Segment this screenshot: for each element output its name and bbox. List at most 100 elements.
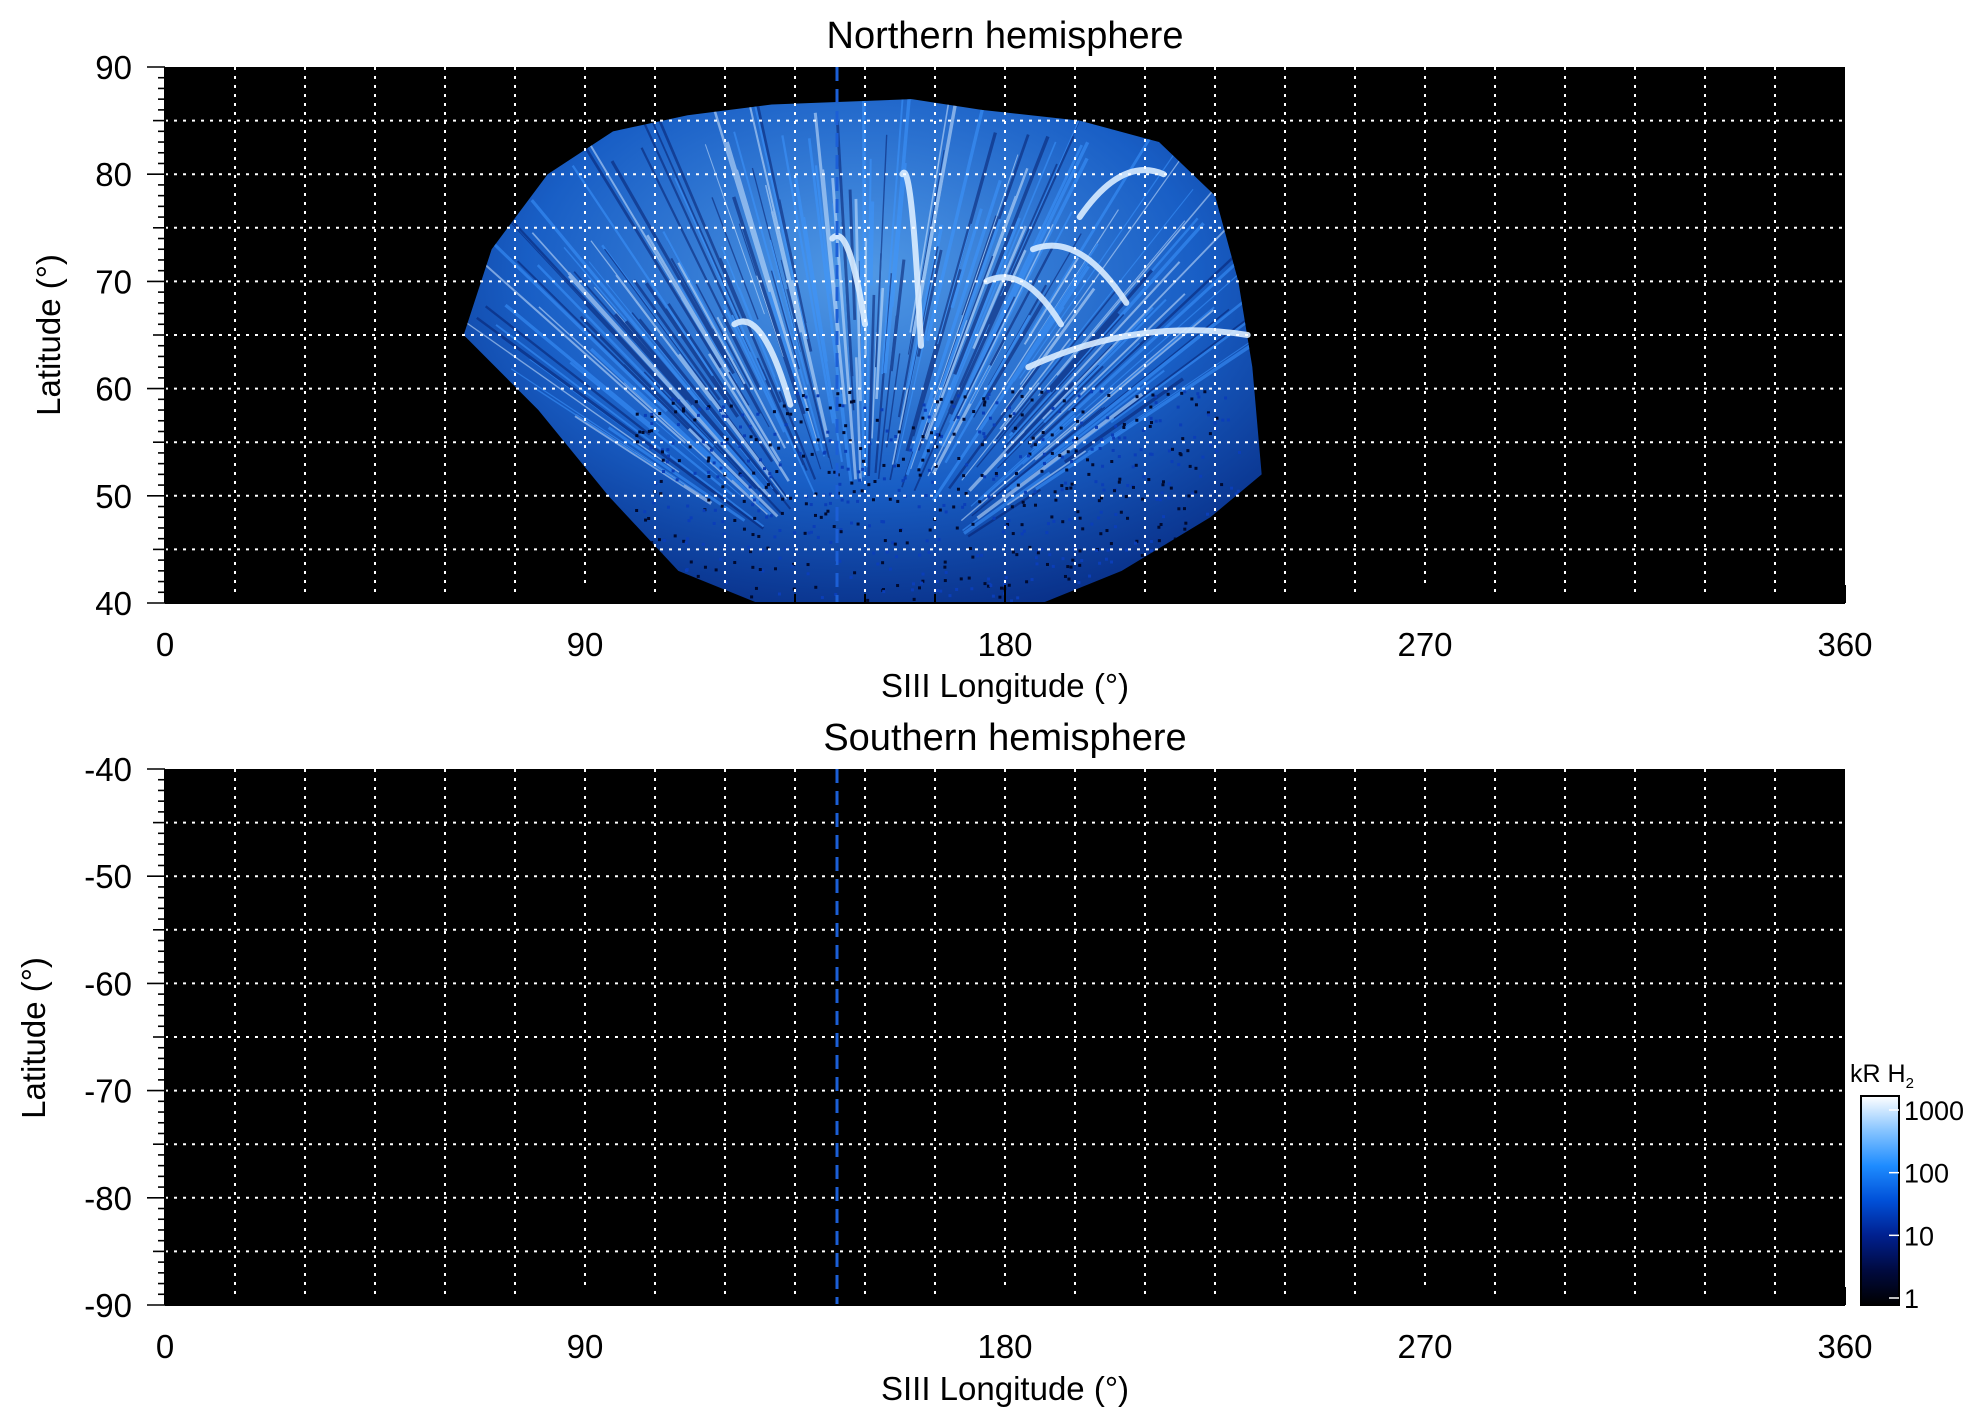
emission-speckle-dot: [1157, 539, 1161, 543]
emission-speckle-dot: [1166, 392, 1170, 396]
emission-streak: [953, 135, 1050, 375]
emission-streak: [674, 177, 767, 381]
emission-streak: [905, 397, 934, 476]
emission-streak: [536, 264, 715, 448]
emission-speckle-dot: [1088, 574, 1092, 578]
emission-speckle-dot: [721, 414, 725, 418]
emission-speckle-dot: [1158, 419, 1162, 423]
emission-speckle-dot: [1149, 539, 1153, 543]
emission-speckle-dot: [921, 458, 925, 462]
emission-speckle-dot: [806, 572, 810, 576]
emission-speckle-dot: [839, 528, 843, 532]
emission-speckle-dot: [777, 446, 781, 450]
emission-speckle-dot: [816, 438, 820, 442]
emission-speckle-dot: [1101, 483, 1105, 487]
emission-speckle-dot: [813, 513, 817, 517]
southern-x-tick-label: 180: [977, 1328, 1032, 1365]
emission-speckle-dot: [778, 528, 782, 532]
emission-speckle-dot: [1109, 542, 1113, 546]
emission-speckle-dot: [798, 452, 802, 456]
emission-streak: [718, 257, 782, 403]
emission-speckle-dot: [671, 441, 675, 445]
emission-speckle-dot: [1051, 564, 1055, 568]
emission-speckle-dot: [662, 538, 666, 542]
emission-speckle-dot: [782, 404, 786, 408]
emission-speckle-dot: [738, 444, 742, 448]
emission-speckle-dot: [677, 399, 681, 403]
emission-speckle-dot: [1179, 453, 1183, 457]
emission-speckle-dot: [1010, 599, 1014, 603]
emission-speckle-dot: [964, 491, 968, 495]
emission-speckle-dot: [766, 483, 770, 487]
emission-speckle-dot: [1187, 494, 1191, 498]
emission-speckle-dot: [650, 429, 654, 433]
emission-streak: [778, 199, 807, 324]
emission-speckle-dot: [1226, 418, 1230, 422]
emission-speckle-dot: [839, 530, 843, 534]
emission-speckle-dot: [857, 470, 861, 474]
emission-speckle-dot: [689, 516, 693, 520]
emission-streak: [536, 388, 685, 486]
emission-speckle-dot: [1007, 583, 1011, 587]
emission-speckle-dot: [898, 529, 902, 533]
southern-x-tick-label: 270: [1397, 1328, 1452, 1365]
emission-speckle-dot: [838, 482, 842, 486]
emission-speckle-dot: [987, 392, 991, 396]
emission-streak: [939, 141, 1090, 447]
emission-speckle-dot: [1170, 460, 1174, 464]
emission-streak: [874, 273, 893, 473]
emission-speckle-dot: [761, 548, 765, 552]
emission-streak: [839, 393, 853, 482]
emission-speckle-dot: [750, 595, 754, 599]
emission-speckle-dot: [1179, 423, 1183, 427]
emission-streak: [732, 196, 806, 415]
emission-speckle-dot: [980, 473, 984, 477]
northern-y-tick-label: 80: [95, 156, 132, 193]
emission-speckle-dot: [1117, 455, 1121, 459]
emission-streak: [960, 295, 1002, 386]
colorbar-tick-label: 100: [1904, 1159, 1949, 1189]
emission-streak: [1057, 261, 1181, 395]
emission-speckle-dot: [1066, 450, 1070, 454]
emission-speckle-dot: [863, 406, 867, 410]
emission-speckle-dot: [1131, 465, 1135, 469]
emission-speckle-dot: [820, 596, 824, 600]
emission-speckle-dot: [1099, 389, 1103, 393]
emission-speckle-dot: [1048, 553, 1052, 557]
emission-speckle-dot: [1072, 438, 1076, 442]
emission-streak: [1027, 129, 1156, 337]
emission-speckle-dot: [978, 500, 982, 504]
emission-speckle-dot: [809, 530, 813, 534]
emission-speckle-dot: [1026, 454, 1030, 458]
emission-speckle-dot: [1046, 389, 1050, 393]
emission-speckle-dot: [676, 423, 680, 427]
northern-axes: 0 90 180 270 360 40 50 60 70 80 90: [95, 49, 1872, 663]
emission-speckle-dot: [764, 485, 768, 489]
emission-streak: [875, 287, 885, 400]
emission-speckle-dot: [758, 458, 762, 462]
emission-speckle-dot: [765, 515, 769, 519]
emission-speckle-dot: [971, 555, 975, 559]
emission-speckle-dot: [1065, 486, 1069, 490]
emission-speckle-dot: [931, 480, 935, 484]
emission-streak: [643, 123, 751, 353]
northern-x-tick-label: 270: [1397, 626, 1452, 663]
emission-speckle-dot: [812, 525, 816, 529]
emission-speckle-dot: [935, 400, 939, 404]
emission-speckle-dot: [671, 401, 675, 405]
emission-speckle-dot: [807, 531, 811, 535]
emission-speckle-dot: [789, 412, 793, 416]
emission-speckle-dot: [867, 524, 871, 528]
emission-speckle-dot: [1167, 496, 1171, 500]
emission-speckle-dot: [1135, 395, 1139, 399]
southern-y-tick-label: -50: [84, 858, 132, 895]
emission-speckle-dot: [871, 498, 875, 502]
emission-streak: [948, 360, 1044, 490]
emission-speckle-dot: [1186, 449, 1190, 453]
emission-streak: [1042, 225, 1230, 420]
emission-speckle-dot: [943, 579, 947, 583]
emission-speckle-dot: [705, 407, 709, 411]
emission-speckle-dot: [849, 400, 853, 404]
emission-speckle-dot: [810, 452, 814, 456]
